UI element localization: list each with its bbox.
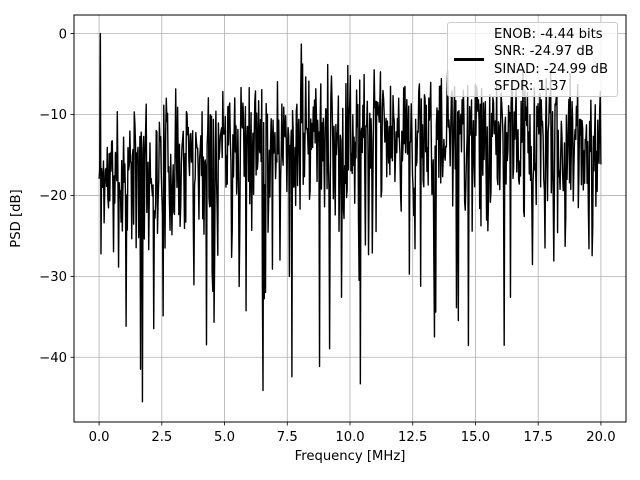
x-axis-label: Frequency [MHz]	[295, 449, 406, 464]
legend-entry-sfdr: SFDR: 1.37	[494, 78, 567, 94]
x-tick-label: 5.0	[214, 430, 235, 445]
legend-entry-snr: SNR: -24.97 dB	[494, 44, 594, 60]
psd-trace	[98, 32, 602, 403]
legend-entry-enob: ENOB: -4.44 bits	[494, 27, 603, 42]
x-tick-label: 17.5	[523, 430, 552, 445]
y-tick-label: −20	[39, 189, 67, 204]
legend: ENOB: -4.44 bits SNR: -24.97 dB SINAD: -…	[447, 22, 618, 97]
x-tick-label: 12.5	[398, 430, 427, 445]
y-tick-label: −40	[39, 351, 67, 366]
legend-line-handle	[454, 58, 484, 61]
y-tick-label: −30	[39, 270, 67, 285]
x-tick-label: 2.5	[151, 430, 172, 445]
legend-entry-sinad: SINAD: -24.99 dB	[494, 61, 609, 77]
y-axis-label: PSD [dB]	[9, 189, 24, 247]
legend-entries: ENOB: -4.44 bits SNR: -24.97 dB SINAD: -…	[494, 26, 608, 95]
y-tick-label: 0	[59, 27, 67, 42]
x-tick-label: 7.5	[277, 430, 298, 445]
y-tick-label: −10	[39, 108, 67, 123]
x-tick-label: 20.0	[586, 430, 615, 445]
x-tick-label: 10.0	[335, 430, 364, 445]
x-tick-label: 15.0	[461, 430, 490, 445]
x-tick-label: 0.0	[89, 430, 110, 445]
